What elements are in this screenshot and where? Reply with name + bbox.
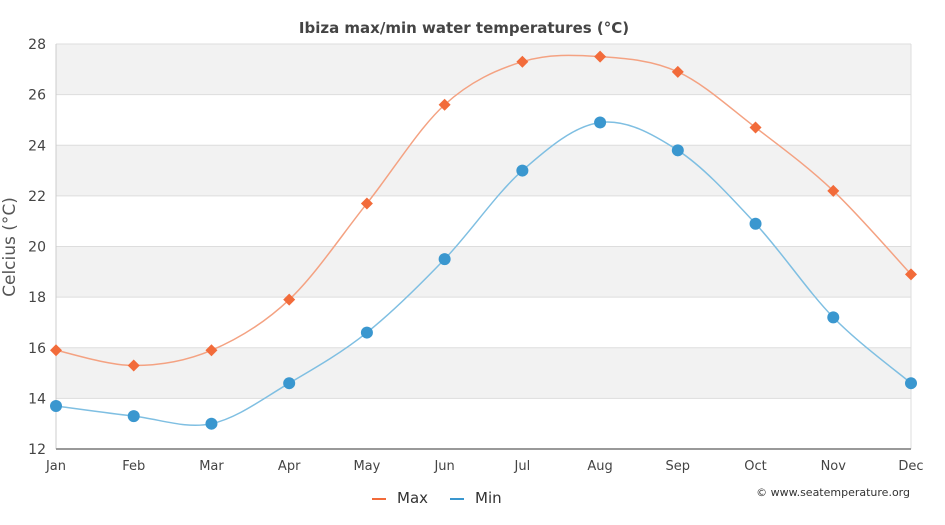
y-tick-label: 12	[28, 442, 46, 458]
data-point-max	[283, 293, 296, 306]
x-tick-label: Dec	[898, 459, 923, 474]
data-point-max	[205, 344, 218, 357]
grid-band	[56, 246, 911, 298]
chart-bands	[56, 44, 911, 399]
data-point-max	[516, 55, 529, 68]
y-tick-label: 18	[28, 290, 46, 306]
chart-legend: Max Min	[372, 489, 502, 507]
x-tick-label: May	[353, 459, 380, 474]
data-point-min	[438, 253, 451, 266]
data-point-max	[594, 50, 607, 63]
data-point-min	[905, 377, 917, 390]
x-tick-label: Sep	[666, 459, 691, 474]
legend-label-max: Max	[397, 489, 428, 507]
x-tick-label: Jan	[45, 459, 66, 474]
y-tick-label: 28	[28, 37, 46, 53]
data-point-max	[438, 98, 451, 111]
x-tick-label: Feb	[122, 459, 145, 474]
chart-gridlines	[56, 43, 911, 450]
x-tick-label: Jun	[433, 459, 454, 474]
y-axis-label: Celcius (°C)	[0, 197, 20, 297]
data-point-max	[671, 65, 684, 78]
x-tick-labels: Jan Feb Mar Apr May Jun Jul Aug Sep Oct Nov Dec	[45, 459, 924, 474]
x-tick-label: Aug	[587, 459, 612, 474]
x-tick-label: Jul	[514, 459, 531, 474]
data-point-min	[827, 311, 840, 324]
series-line-max	[55, 54, 912, 367]
x-tick-label: Apr	[278, 459, 301, 474]
y-tick-label: 22	[28, 189, 46, 205]
data-point-min	[516, 164, 529, 177]
data-point-max	[360, 197, 373, 210]
data-point-max	[127, 359, 140, 372]
data-point-min	[671, 144, 684, 157]
grid-band	[56, 347, 911, 399]
data-point-min	[283, 377, 296, 390]
y-tick-label: 14	[28, 391, 46, 407]
legend-label-min: Min	[475, 489, 502, 507]
y-tick-label: 20	[28, 240, 46, 256]
y-tick-labels: 12 14 16 18 20 22 24 26 28	[28, 37, 46, 458]
y-tick-label: 26	[28, 88, 46, 104]
x-tick-label: Oct	[744, 459, 766, 474]
data-point-min	[127, 410, 140, 423]
data-point-max	[827, 184, 840, 197]
data-point-min	[749, 217, 762, 230]
data-point-max	[749, 121, 762, 134]
grid-band	[56, 44, 911, 95]
y-tick-label: 16	[28, 341, 46, 357]
credit-text: © www.seatemperature.org	[756, 486, 910, 499]
x-tick-label: Nov	[821, 459, 847, 474]
x-tick-label: Mar	[199, 459, 224, 474]
data-point-min	[205, 417, 218, 430]
data-point-min	[360, 326, 373, 339]
data-point-min	[50, 399, 62, 412]
grid-band	[56, 145, 911, 196]
chart-title: Ibiza max/min water temperatures (°C)	[299, 19, 629, 37]
series-markers	[50, 50, 917, 430]
data-point-max	[905, 268, 917, 281]
y-tick-label: 24	[28, 138, 46, 154]
data-point-max	[50, 344, 62, 357]
data-point-min	[594, 116, 607, 129]
